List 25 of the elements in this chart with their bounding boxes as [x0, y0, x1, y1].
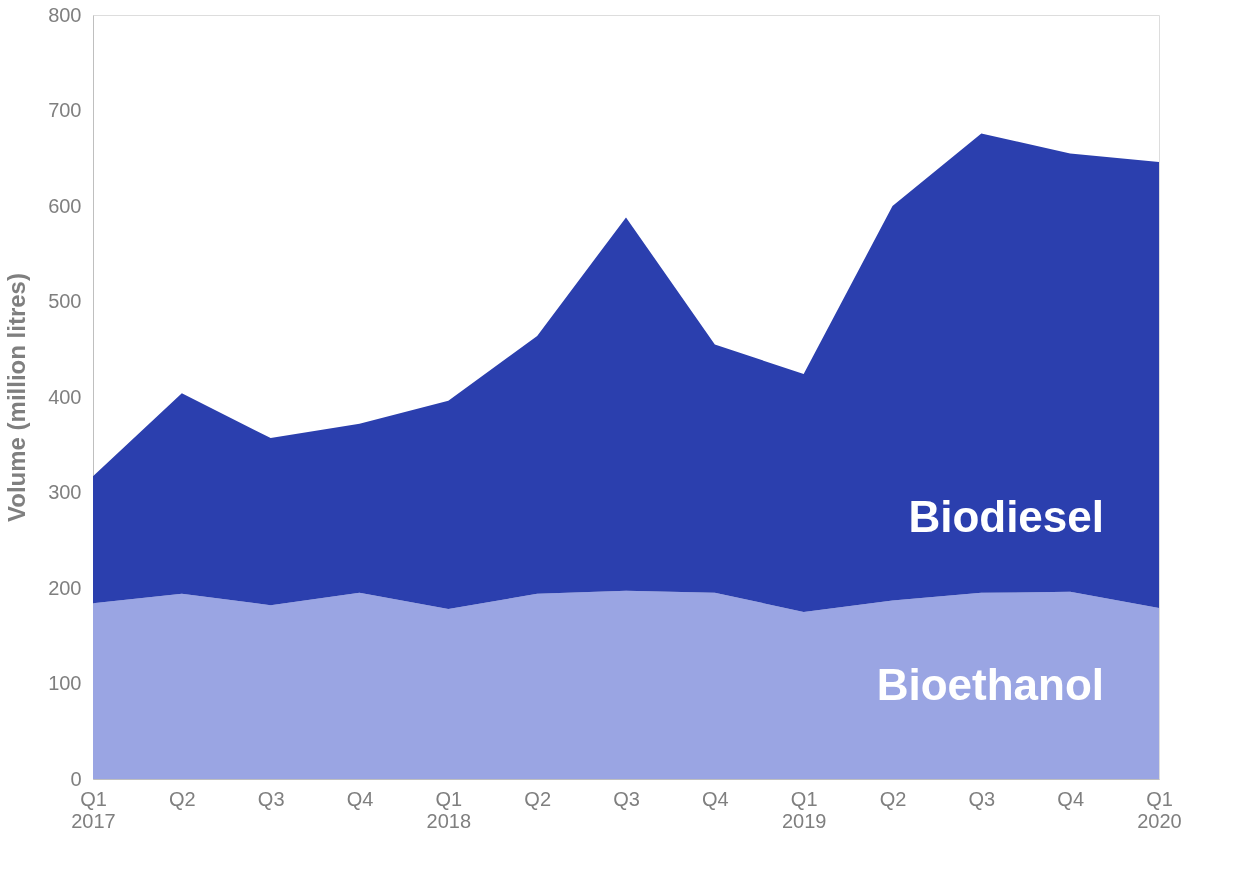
x-tick-label: Q4 — [1057, 787, 1085, 810]
y-tick-label: 100 — [48, 672, 82, 694]
x-tick-label: Q1 2020 — [1137, 787, 1182, 832]
y-tick-label: 0 — [70, 767, 82, 790]
y-tick-label: 300 — [48, 481, 82, 503]
x-tick-label: Q4 — [701, 787, 729, 810]
y-tick-label: 500 — [48, 290, 82, 312]
y-tick-label: 400 — [48, 385, 82, 408]
y-tick-label: 200 — [48, 576, 82, 599]
y-axis-title: Volume (million litres) — [3, 273, 31, 522]
x-tick-label: Q3 — [968, 787, 996, 810]
x-tick-label: Q1 2017 — [71, 787, 116, 832]
x-tick-label: Q4 — [346, 787, 374, 810]
x-tick-label: Q1 2019 — [781, 787, 827, 832]
x-tick-label: Q2 — [879, 787, 907, 810]
y-tick-label: 600 — [48, 194, 82, 217]
series-label: Biodiesel — [908, 492, 1104, 542]
x-tick-label: Q1 2018 — [426, 787, 472, 832]
y-tick-label: 700 — [48, 99, 82, 121]
x-tick-label: Q3 — [613, 787, 640, 810]
y-tick-label: 800 — [48, 3, 82, 26]
x-tick-label: Q2 — [168, 787, 196, 810]
x-tick-label: Q2 — [524, 787, 552, 810]
series-label: Bioethanol — [876, 660, 1104, 710]
x-tick-label: Q3 — [257, 787, 285, 810]
